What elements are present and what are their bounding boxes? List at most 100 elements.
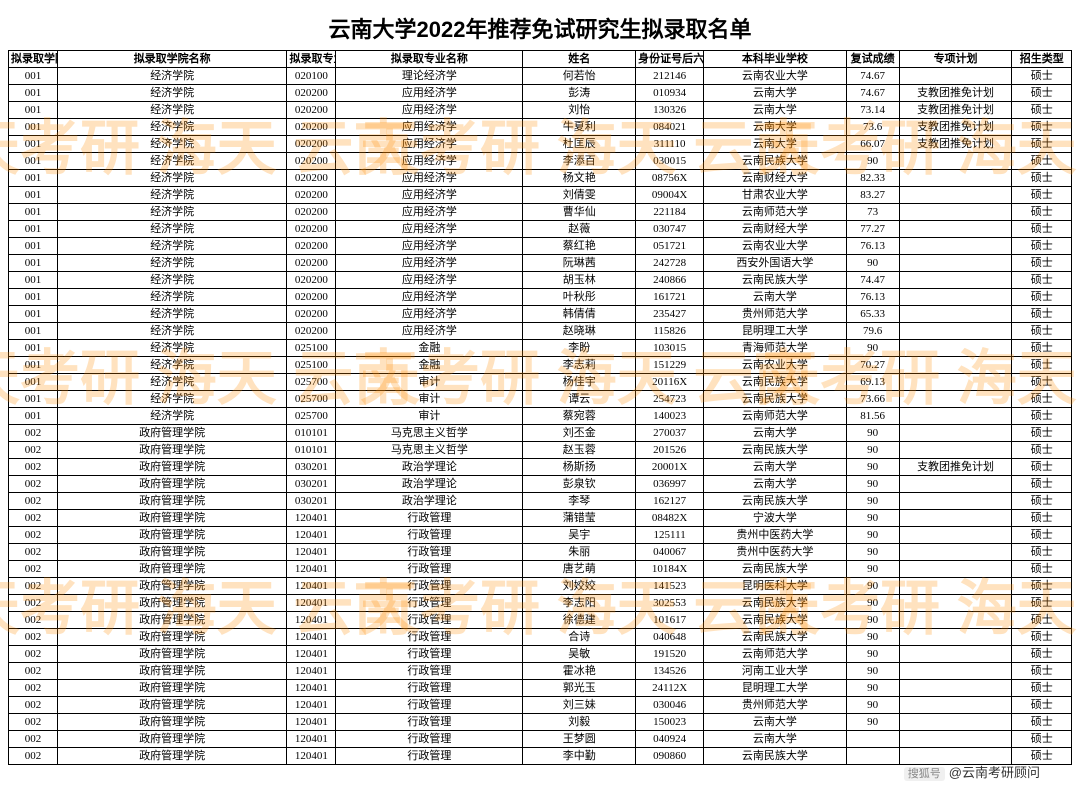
table-cell: 政治学理论 [336, 476, 523, 493]
table-cell: 硕士 [1012, 578, 1072, 595]
table-cell: 90 [846, 510, 899, 527]
table-cell: 001 [9, 374, 58, 391]
table-row: 001经济学院025700审计蔡宛蓉140023云南师范大学81.56硕士 [9, 408, 1072, 425]
table-cell: 经济学院 [57, 153, 287, 170]
table-cell: 赵晓琳 [523, 323, 636, 340]
table-cell: 90 [846, 493, 899, 510]
table-cell: 81.56 [846, 408, 899, 425]
table-cell: 云南大学 [704, 731, 846, 748]
table-cell: 020200 [287, 153, 336, 170]
table-cell: 硕士 [1012, 714, 1072, 731]
table-cell: 云南民族大学 [704, 153, 846, 170]
table-cell: 002 [9, 442, 58, 459]
table-row: 002政府管理学院120401行政管理刘姣姣141523昆明医科大学90硕士 [9, 578, 1072, 595]
table-cell: 云南财经大学 [704, 221, 846, 238]
table-cell [899, 255, 1012, 272]
table-cell: 235427 [636, 306, 704, 323]
table-cell: 90 [846, 527, 899, 544]
table-cell: 政府管理学院 [57, 595, 287, 612]
table-cell [899, 289, 1012, 306]
table-cell: 020200 [287, 255, 336, 272]
table-cell: 001 [9, 102, 58, 119]
table-cell: 020200 [287, 306, 336, 323]
table-cell: 10184X [636, 561, 704, 578]
table-cell: 硕士 [1012, 374, 1072, 391]
table-cell: 084021 [636, 119, 704, 136]
table-cell: 唐艺萌 [523, 561, 636, 578]
table-row: 001经济学院020200应用经济学杨文艳08756X云南财经大学82.33硕士 [9, 170, 1072, 187]
table-cell: 政府管理学院 [57, 714, 287, 731]
table-cell: 牛夏利 [523, 119, 636, 136]
table-cell: 经济学院 [57, 255, 287, 272]
table-cell: 蔡宛蓉 [523, 408, 636, 425]
table-cell: 20001X [636, 459, 704, 476]
table-cell: 020200 [287, 170, 336, 187]
table-cell: 经济学院 [57, 238, 287, 255]
table-cell: 行政管理 [336, 612, 523, 629]
table-cell [899, 306, 1012, 323]
table-cell: 应用经济学 [336, 323, 523, 340]
table-cell: 李志莉 [523, 357, 636, 374]
table-cell: 经济学院 [57, 102, 287, 119]
table-cell: 行政管理 [336, 527, 523, 544]
table-cell: 120401 [287, 595, 336, 612]
table-cell: 74.47 [846, 272, 899, 289]
table-cell: 001 [9, 170, 58, 187]
table-cell [899, 272, 1012, 289]
table-cell: 001 [9, 340, 58, 357]
table-cell: 硕士 [1012, 510, 1072, 527]
table-cell: 经济学院 [57, 119, 287, 136]
table-cell: 161721 [636, 289, 704, 306]
table-cell: 经济学院 [57, 187, 287, 204]
column-header: 拟录取专业代码 [287, 51, 336, 68]
table-cell [899, 170, 1012, 187]
table-row: 001经济学院025700审计杨佳宇20116X云南民族大学69.13硕士 [9, 374, 1072, 391]
table-row: 001经济学院020200应用经济学赵薇030747云南财经大学77.27硕士 [9, 221, 1072, 238]
table-row: 001经济学院020200应用经济学赵晓琳115826昆明理工大学79.6硕士 [9, 323, 1072, 340]
table-cell: 云南大学 [704, 476, 846, 493]
table-cell: 120401 [287, 578, 336, 595]
table-cell: 经济学院 [57, 170, 287, 187]
table-cell: 硕士 [1012, 153, 1072, 170]
table-cell: 云南师范大学 [704, 646, 846, 663]
table-cell: 应用经济学 [336, 221, 523, 238]
table-cell: 020200 [287, 272, 336, 289]
table-cell: 硕士 [1012, 493, 1072, 510]
table-cell: 09004X [636, 187, 704, 204]
table-row: 001经济学院020200应用经济学刘倩雯09004X甘肃农业大学83.27硕士 [9, 187, 1072, 204]
table-cell [899, 476, 1012, 493]
table-cell: 马克思主义哲学 [336, 442, 523, 459]
table-cell: 103015 [636, 340, 704, 357]
table-cell [899, 663, 1012, 680]
table-cell: 030201 [287, 459, 336, 476]
table-cell: 001 [9, 408, 58, 425]
table-cell: 硕士 [1012, 340, 1072, 357]
table-cell [899, 221, 1012, 238]
table-cell [899, 374, 1012, 391]
table-cell: 002 [9, 425, 58, 442]
table-cell: 002 [9, 561, 58, 578]
table-cell: 030747 [636, 221, 704, 238]
table-cell: 221184 [636, 204, 704, 221]
table-cell: 行政管理 [336, 663, 523, 680]
column-header: 专项计划 [899, 51, 1012, 68]
table-cell: 001 [9, 221, 58, 238]
table-cell: 311110 [636, 136, 704, 153]
table-cell: 云南师范大学 [704, 408, 846, 425]
table-cell: 蔡红艳 [523, 238, 636, 255]
table-cell: 彭泉钦 [523, 476, 636, 493]
table-row: 001经济学院020100理论经济学何若怡212146云南农业大学74.67硕士 [9, 68, 1072, 85]
table-cell: 120401 [287, 731, 336, 748]
table-row: 001经济学院020200应用经济学刘怡130326云南大学73.14支教团推免… [9, 102, 1072, 119]
table-cell: 云南民族大学 [704, 374, 846, 391]
table-cell: 020100 [287, 68, 336, 85]
table-cell: 90 [846, 459, 899, 476]
table-cell: 刘怡 [523, 102, 636, 119]
table-cell: 行政管理 [336, 646, 523, 663]
table-cell: 240866 [636, 272, 704, 289]
table-cell: 经济学院 [57, 408, 287, 425]
table-row: 001经济学院020200应用经济学曹华仙221184云南师范大学73硕士 [9, 204, 1072, 221]
table-cell [899, 697, 1012, 714]
table-cell: 贵州师范大学 [704, 697, 846, 714]
table-cell: 134526 [636, 663, 704, 680]
